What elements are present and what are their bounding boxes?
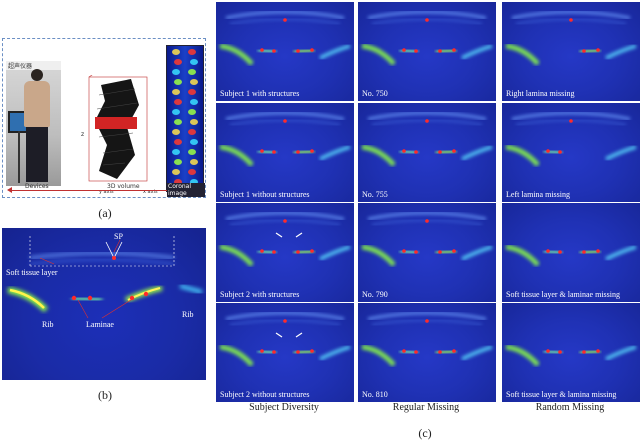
subject-back xyxy=(24,81,50,127)
coronal-blob xyxy=(190,119,198,125)
axis-label-x: x axis xyxy=(143,189,158,195)
panel-b-annotated-ultrasound: SP Soft tissue layer Rib Laminae Rib xyxy=(2,228,206,380)
label-3d-volume: 3D volume xyxy=(107,183,140,190)
coronal-blob xyxy=(172,169,180,175)
coronal-blob xyxy=(174,79,182,85)
ultrasound-tile: Left lamina missing xyxy=(502,103,640,202)
coronal-blob xyxy=(172,149,180,155)
workflow-arrow xyxy=(11,190,189,191)
ultrasound-tile: No. 750 xyxy=(358,2,496,101)
ultrasound-tile: No. 790 xyxy=(358,203,496,302)
ultrasound-tile-label: Right lamina missing xyxy=(506,89,575,98)
tripod xyxy=(18,131,20,183)
column-title-random-missing: Random Missing xyxy=(535,402,605,413)
ultrasound-tile: Soft tissue layer & laminae missing xyxy=(502,203,640,302)
coronal-blob xyxy=(174,99,182,105)
caption-b: (b) xyxy=(98,388,112,402)
3d-volume-render xyxy=(88,75,148,182)
ultrasound-tile: No. 755 xyxy=(358,103,496,202)
coronal-blob xyxy=(172,89,180,95)
coronal-blob xyxy=(190,59,198,65)
label-rib-right: Rib xyxy=(182,310,194,319)
axis-label-z: z xyxy=(81,131,85,138)
ultrasound-tile-label: Soft tissue layer & lamina missing xyxy=(506,390,617,399)
coronal-blob xyxy=(174,59,182,65)
coronal-blob xyxy=(188,49,196,55)
subject-head xyxy=(31,69,43,81)
coronal-blob xyxy=(188,89,196,95)
arrow-head xyxy=(7,187,12,193)
label-soft-tissue-layer: Soft tissue layer xyxy=(6,268,58,277)
coronal-blob xyxy=(190,159,198,165)
subject-legs xyxy=(26,127,48,182)
panel-a-acquisition-figure: 超声仪器 z y axis x axis Devices 3D volume C… xyxy=(2,38,206,198)
device-photo: 超声仪器 xyxy=(6,61,61,186)
ultrasound-tile: Subject 2 without structures xyxy=(216,303,354,402)
caption-c: (c) xyxy=(418,426,432,440)
ultrasound-tile-label: No. 755 xyxy=(362,190,388,199)
label-devices: Devices xyxy=(25,183,49,190)
coronal-blob xyxy=(174,139,182,145)
ultrasound-tile-label: No. 790 xyxy=(362,290,388,299)
label-rib-left: Rib xyxy=(42,320,54,329)
coronal-blob xyxy=(188,149,196,155)
coronal-blob xyxy=(174,159,182,165)
coronal-blob xyxy=(172,69,180,75)
column-title-subject-diversity: Subject Diversity xyxy=(249,402,319,413)
ultrasound-tile-label: Subject 2 without structures xyxy=(220,390,310,399)
coronal-blob xyxy=(172,109,180,115)
ultrasound-tile-label: No. 750 xyxy=(362,89,388,98)
column-title-regular-missing: Regular Missing xyxy=(392,402,460,413)
ultrasound-tile: Subject 1 with structures xyxy=(216,2,354,101)
label-laminae: Laminae xyxy=(86,320,114,329)
coronal-blob xyxy=(188,169,196,175)
ultrasound-tile-label: Soft tissue layer & laminae missing xyxy=(506,290,620,299)
ultrasound-tile-label: Left lamina missing xyxy=(506,190,570,199)
ultrasound-tile: Subject 1 without structures xyxy=(216,103,354,202)
ultrasound-tile: Right lamina missing xyxy=(502,2,640,101)
wall-sign: 超声仪器 xyxy=(6,61,61,70)
coronal-blob xyxy=(172,129,180,135)
coronal-image xyxy=(166,45,204,192)
ultrasound-tile-label: Subject 1 without structures xyxy=(220,190,310,199)
coronal-blob xyxy=(190,99,198,105)
ultrasound-tile-label: Subject 1 with structures xyxy=(220,89,300,98)
coronal-blob xyxy=(172,49,180,55)
coronal-blob xyxy=(190,79,198,85)
coronal-blob xyxy=(188,129,196,135)
caption-a: (a) xyxy=(98,206,112,220)
axis-label-y: y axis xyxy=(99,189,114,195)
coronal-blob xyxy=(188,69,196,75)
ultrasound-tile: Subject 2 with structures xyxy=(216,203,354,302)
ultrasound-tile-label: Subject 2 with structures xyxy=(220,290,300,299)
coronal-blob xyxy=(188,109,196,115)
label-coronal-image: Coronal image xyxy=(167,183,205,197)
ultrasound-tile-label: No. 810 xyxy=(362,390,388,399)
ultrasound-tile: No. 810 xyxy=(358,303,496,402)
ultrasound-tile: Soft tissue layer & lamina missing xyxy=(502,303,640,402)
coronal-blob xyxy=(174,119,182,125)
coronal-blob xyxy=(190,139,198,145)
label-sp: SP xyxy=(114,232,123,241)
